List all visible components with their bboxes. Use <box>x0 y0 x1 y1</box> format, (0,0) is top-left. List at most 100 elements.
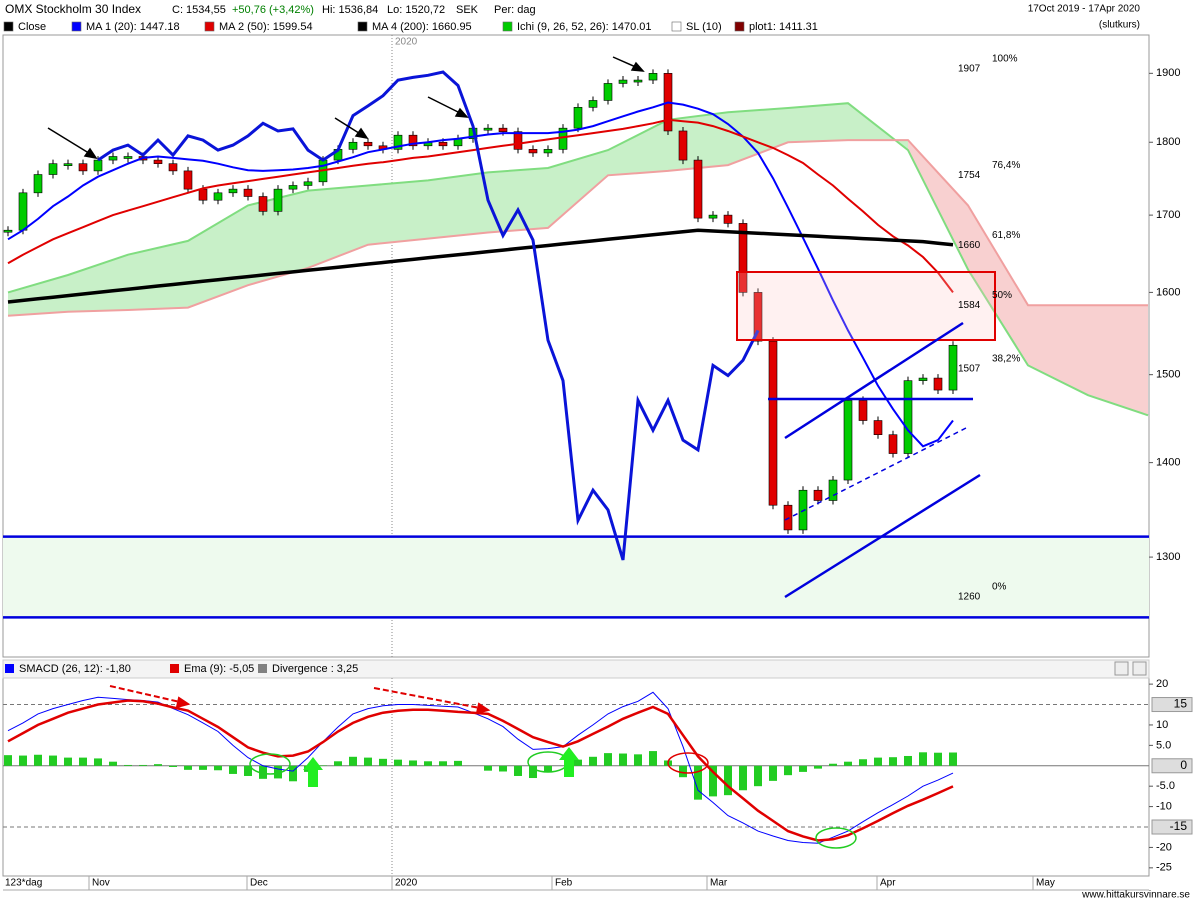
legend-swatch <box>671 21 682 32</box>
x-tick-label: May <box>1036 878 1055 889</box>
divergence-bar <box>739 765 747 791</box>
candle <box>738 223 748 293</box>
candle <box>948 344 958 391</box>
candle <box>393 134 403 150</box>
candle <box>528 149 538 154</box>
footer: www.hittakursvinnare.se <box>1081 890 1190 901</box>
candle <box>603 83 613 101</box>
candle <box>633 79 643 83</box>
candle <box>783 504 793 531</box>
divergence-bar <box>379 758 387 766</box>
divergence-bar <box>949 752 957 766</box>
divergence-bar <box>259 765 267 779</box>
legend-label: Close <box>18 21 46 33</box>
legend-swatch <box>734 21 745 32</box>
y-tick-label: 1800 <box>1156 136 1180 148</box>
x-tick-label: 2020 <box>395 878 418 889</box>
trend-line <box>784 321 964 440</box>
divergence-bar <box>94 758 102 766</box>
ichimoku-cloud <box>728 108 788 166</box>
moving-average <box>7 101 954 448</box>
resistance-box <box>736 271 996 341</box>
ichimoku-cloud <box>428 172 488 239</box>
candle <box>678 130 688 161</box>
y-tick-label: 1400 <box>1156 457 1180 469</box>
candle <box>768 340 778 506</box>
legend-swatch <box>3 21 14 32</box>
x-tick-label: Nov <box>92 878 110 889</box>
legend-swatch <box>5 664 14 673</box>
candle <box>108 156 118 161</box>
candle <box>273 188 283 212</box>
divergence-bar <box>754 765 762 787</box>
ichimoku-cloud <box>788 103 848 143</box>
candle <box>918 377 928 381</box>
legend-swatch <box>357 21 368 32</box>
divergence-bar <box>604 753 612 766</box>
divergence-bar <box>799 765 807 772</box>
level-label: -15 <box>1170 819 1188 833</box>
y-tick-label: -10 <box>1156 801 1172 813</box>
candle <box>183 170 193 190</box>
divergence-bar <box>589 756 597 766</box>
fib-percent: 50% <box>992 290 1012 301</box>
divergence-bar <box>364 757 372 766</box>
divergence-bar <box>874 757 882 766</box>
ichimoku-cloud <box>308 185 368 268</box>
panel-button[interactable] <box>1114 661 1129 676</box>
ichimoku-cloud <box>368 180 428 245</box>
arrow <box>334 117 363 136</box>
divergence-bar <box>439 761 447 766</box>
moving-average <box>7 228 954 304</box>
arrow-head <box>475 702 491 715</box>
divergence-bar <box>229 765 237 774</box>
legend-label: SL (10) <box>686 21 722 33</box>
ichimoku-cloud <box>8 274 68 316</box>
ichimoku-cloud <box>968 205 1028 366</box>
divergence-bar <box>919 752 927 766</box>
y-tick-label: 1900 <box>1156 67 1180 79</box>
y-tick-label: -25 <box>1156 862 1172 874</box>
fib-percent: 0% <box>992 582 1007 593</box>
divergence-bar <box>844 761 852 766</box>
fib-percent: 100% <box>992 53 1018 64</box>
candle <box>843 400 853 481</box>
candle <box>63 163 73 166</box>
candle <box>573 107 583 129</box>
divergence-bar <box>829 763 837 766</box>
divergence-bar <box>4 755 12 766</box>
divergence-bar <box>454 760 462 766</box>
candle <box>288 185 298 190</box>
candle <box>873 420 883 435</box>
legend-swatch <box>170 664 179 673</box>
divergence-bar <box>334 761 342 766</box>
candle <box>708 214 718 219</box>
divergence-bar <box>184 765 192 770</box>
circle <box>249 753 291 775</box>
legend-swatch <box>258 664 267 673</box>
divergence-bar <box>619 753 627 766</box>
candle <box>93 159 103 172</box>
fib-percent: 76,4% <box>992 160 1020 171</box>
level-box <box>1151 819 1193 835</box>
divergence-bar <box>169 765 177 767</box>
divergence-bar <box>289 765 297 782</box>
candle <box>3 229 13 233</box>
moving-average <box>7 118 954 294</box>
fib-price: 1907 <box>958 63 981 74</box>
y-tick-label: 1500 <box>1156 369 1180 381</box>
low-info: Lo: 1520,72 <box>387 4 445 16</box>
candle <box>408 134 418 147</box>
panel-close[interactable] <box>1132 661 1147 676</box>
arrow-head <box>83 147 98 160</box>
ichimoku-cloud <box>1088 305 1148 416</box>
fib-price: 1507 <box>958 363 981 374</box>
arrow-head <box>630 61 645 72</box>
close-info: C: 1534,55 <box>172 4 226 16</box>
divergence-bar <box>724 765 732 796</box>
divergence-bar <box>679 765 687 778</box>
currency: SEK <box>456 4 479 16</box>
divergence-bar <box>49 755 57 766</box>
up-arrow <box>559 747 579 777</box>
y-tick-label: 1300 <box>1156 551 1180 563</box>
